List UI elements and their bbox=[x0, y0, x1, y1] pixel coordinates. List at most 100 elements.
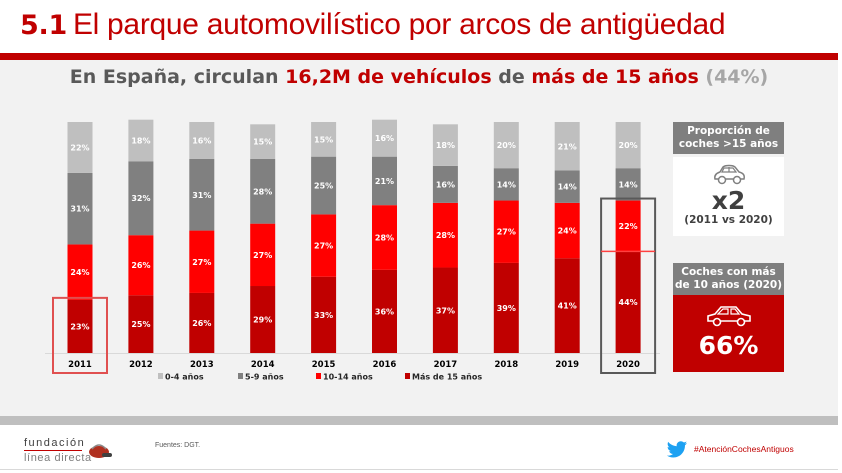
header-divider bbox=[0, 53, 838, 60]
bar-segment-mas-de-15-anos-2016 bbox=[372, 269, 397, 353]
data-label: 36% bbox=[375, 307, 394, 316]
data-label: 16% bbox=[375, 134, 394, 143]
bar-segment-10-14-anos-2020 bbox=[615, 200, 641, 252]
data-label: 41% bbox=[558, 302, 577, 311]
data-label: 14% bbox=[497, 180, 516, 189]
bar-segment-mas-de-15-anos-2017 bbox=[432, 267, 458, 353]
data-label: 27% bbox=[253, 251, 272, 260]
source-note: Fuentes: DGT. bbox=[155, 442, 201, 449]
bar-segment-5-9-anos-2013 bbox=[189, 158, 215, 231]
legend-label: 0-4 años bbox=[165, 373, 204, 382]
bar-segment-5-9-anos-2014 bbox=[250, 158, 276, 224]
over10-panel-heading: Coches con más de 10 años (2020) bbox=[673, 263, 784, 295]
bar-segment-0-4-anos-2017 bbox=[432, 124, 458, 166]
bar-segment-5-9-anos-2011 bbox=[67, 172, 93, 245]
legend-swatch-10-14-anos bbox=[316, 373, 321, 379]
data-label: 28% bbox=[436, 231, 455, 240]
bar-segment-10-14-anos-2015 bbox=[311, 214, 337, 277]
fundacion-logo: fundación línea directa bbox=[24, 437, 92, 464]
data-label: 32% bbox=[131, 194, 150, 203]
bar-segment-10-14-anos-2018 bbox=[493, 200, 519, 263]
logo-line1: fundación bbox=[24, 437, 86, 451]
proportion-panel: x2 (2011 vs 2020) bbox=[673, 157, 784, 236]
legend-label: 5-9 años bbox=[245, 373, 284, 382]
bar-segment-mas-de-15-anos-2020 bbox=[615, 251, 641, 353]
phone-logo-icon bbox=[89, 444, 112, 458]
data-label: 28% bbox=[253, 187, 272, 196]
x-tick-label: 2020 bbox=[616, 360, 640, 370]
data-label: 14% bbox=[619, 180, 638, 189]
data-label: 28% bbox=[375, 234, 394, 243]
logo-line2: línea directa bbox=[24, 452, 92, 464]
x-tick-label: 2016 bbox=[373, 360, 397, 370]
bar-segment-mas-de-15-anos-2015 bbox=[311, 276, 337, 353]
x-tick-label: 2014 bbox=[251, 360, 275, 370]
subtitle: En España, circulan 16,2M de vehículos d… bbox=[0, 66, 838, 88]
data-label: 18% bbox=[131, 136, 150, 145]
data-label: 21% bbox=[375, 177, 394, 186]
over10-panel: 66% bbox=[673, 295, 784, 372]
x-tick-label: 2017 bbox=[434, 360, 458, 370]
bar-segment-mas-de-15-anos-2012 bbox=[128, 295, 154, 353]
data-label: 22% bbox=[619, 222, 638, 231]
legend-swatch-mas-de-15-anos bbox=[405, 373, 410, 379]
x-tick-label: 2011 bbox=[68, 360, 92, 370]
bar-segment-5-9-anos-2020 bbox=[615, 168, 641, 201]
data-label: 15% bbox=[253, 138, 272, 147]
section-number: 5.1 bbox=[20, 10, 67, 41]
bar-segment-0-4-anos-2019 bbox=[554, 122, 580, 171]
bar-segment-mas-de-15-anos-2011 bbox=[67, 299, 93, 353]
data-label: 20% bbox=[619, 141, 638, 150]
bar-segment-0-4-anos-2016 bbox=[372, 119, 397, 157]
data-label: 21% bbox=[558, 142, 577, 151]
footer-divider bbox=[0, 416, 838, 425]
proportion-value: x2 bbox=[711, 186, 746, 215]
data-label: 29% bbox=[253, 316, 272, 325]
page-title: 5.1 El parque automovilístico por arcos d… bbox=[20, 8, 726, 42]
bar-segment-mas-de-15-anos-2013 bbox=[189, 292, 215, 353]
data-label: 44% bbox=[619, 298, 638, 307]
legend-label: 10-14 años bbox=[323, 373, 373, 382]
subtitle-highlight-age: más de 15 años bbox=[531, 66, 699, 88]
car-outline-icon bbox=[706, 306, 751, 327]
bar-segment-0-4-anos-2014 bbox=[250, 124, 276, 159]
data-label: 15% bbox=[314, 135, 333, 144]
bar-segment-0-4-anos-2018 bbox=[493, 122, 519, 169]
twitter-icon[interactable] bbox=[666, 440, 688, 460]
highlight-box-2020 bbox=[600, 197, 657, 374]
legend-label: Más de 15 años bbox=[412, 373, 482, 382]
data-label: 31% bbox=[70, 205, 89, 214]
proportion-panel-heading: Proporción de coches >15 años bbox=[673, 122, 784, 154]
data-label: 33% bbox=[314, 311, 333, 320]
subtitle-percentage: (44%) bbox=[698, 66, 769, 88]
data-label: 23% bbox=[70, 322, 89, 331]
legend-swatch-5-9-anos bbox=[238, 373, 243, 379]
bar-segment-0-4-anos-2012 bbox=[128, 119, 154, 162]
bar-segment-10-14-anos-2019 bbox=[554, 202, 580, 259]
bar-segment-5-9-anos-2015 bbox=[311, 156, 337, 215]
hashtag-link[interactable]: #AtenciónCochesAntiguos bbox=[694, 444, 794, 454]
x-tick-label: 2013 bbox=[190, 360, 214, 370]
subtitle-text: de bbox=[491, 66, 532, 88]
car-outline-icon bbox=[713, 164, 745, 185]
bar-segment-10-14-anos-2011 bbox=[67, 244, 93, 300]
bar-segment-0-4-anos-2013 bbox=[189, 122, 215, 159]
data-label: 25% bbox=[314, 182, 333, 191]
bar-segment-5-9-anos-2017 bbox=[432, 165, 458, 203]
bar-segment-5-9-anos-2016 bbox=[372, 156, 397, 206]
data-label: 20% bbox=[497, 141, 516, 150]
bar-segment-10-14-anos-2012 bbox=[128, 235, 154, 296]
x-tick-label: 2015 bbox=[312, 360, 336, 370]
x-tick-label: 2012 bbox=[129, 360, 153, 370]
over10-value: 66% bbox=[698, 331, 759, 360]
title-text: El parque automovilístico por arcos de a… bbox=[72, 8, 726, 41]
x-tick-label: 2018 bbox=[494, 360, 518, 370]
data-label: 26% bbox=[192, 319, 211, 328]
header: 5.1 El parque automovilístico por arcos d… bbox=[0, 0, 842, 53]
bar-segment-mas-de-15-anos-2018 bbox=[493, 262, 519, 353]
subtitle-highlight-count: 16,2M de vehículos bbox=[285, 66, 492, 88]
data-label: 31% bbox=[192, 191, 211, 200]
bar-segment-0-4-anos-2015 bbox=[311, 122, 337, 157]
data-label: 14% bbox=[558, 183, 577, 192]
bar-segment-0-4-anos-2011 bbox=[67, 122, 93, 173]
